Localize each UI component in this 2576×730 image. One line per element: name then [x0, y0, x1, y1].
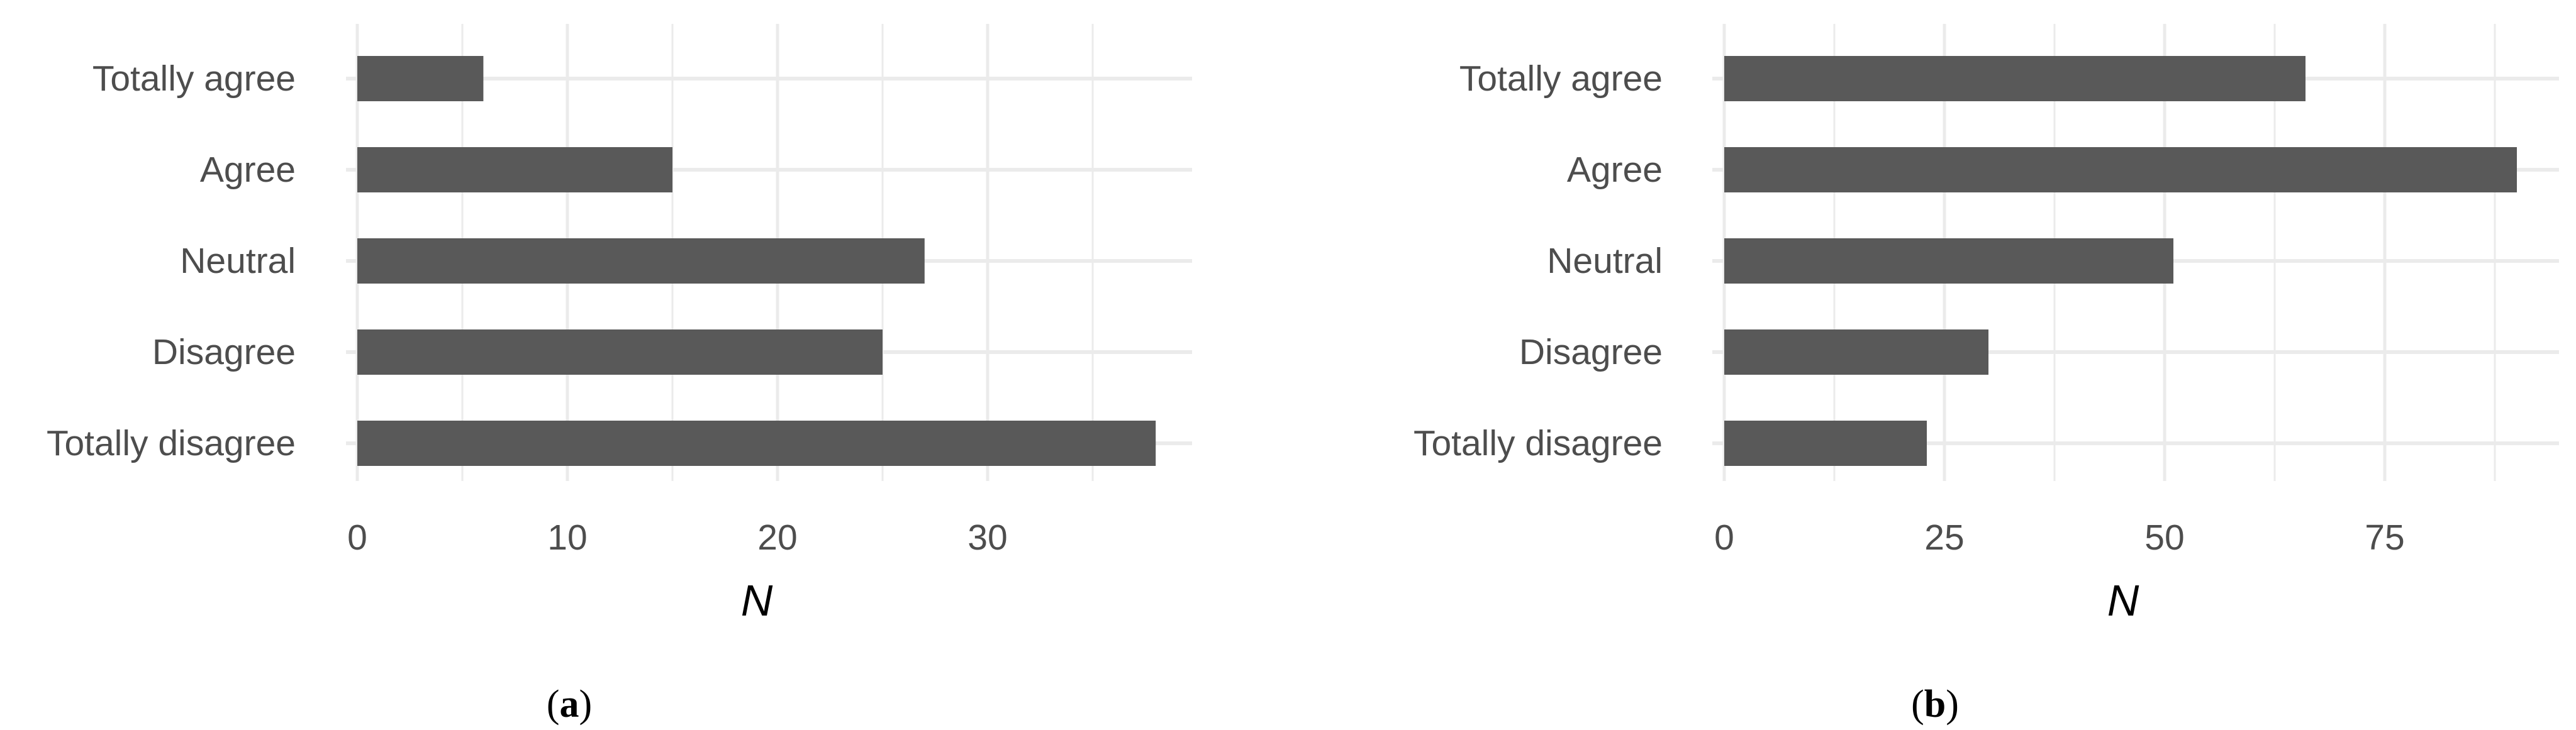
y-tick-label: Totally agree — [1459, 58, 1663, 99]
panel-label-letter: b — [1924, 683, 1946, 726]
y-tick-labels: Totally agree Agree Neutral Disagree Totally… — [47, 58, 296, 463]
x-tick-label: 25 — [1924, 517, 1964, 558]
panel-label: (b) — [1911, 683, 1959, 726]
y-tick-label: Totally disagree — [47, 423, 296, 463]
panel-label-letter: a — [560, 683, 579, 726]
bars — [1724, 56, 2517, 466]
panel-label-open: ( — [547, 683, 560, 726]
bar — [1724, 421, 1927, 466]
panel-label-close: ) — [579, 683, 593, 726]
x-tick-label: 50 — [2144, 517, 2184, 558]
bar — [357, 147, 672, 192]
bar — [357, 421, 1156, 466]
y-tick-label: Neutral — [180, 241, 296, 281]
bars — [357, 56, 1156, 466]
chart-panel-a: Totally agree Agree Neutral Disagree Totally… — [47, 24, 1192, 726]
x-tick-labels: 0 25 50 75 — [1714, 517, 2405, 558]
bar — [1724, 329, 1988, 375]
x-tick-label: 10 — [547, 517, 587, 558]
bar — [1724, 238, 2173, 284]
y-tick-label: Disagree — [152, 332, 296, 372]
bar — [357, 238, 925, 284]
x-tick-label: 75 — [2365, 517, 2404, 558]
panel-label-open: ( — [1911, 683, 1924, 726]
y-tick-label: Agree — [1567, 150, 1663, 190]
panel-label-close: ) — [1946, 683, 1959, 726]
y-tick-label: Neutral — [1547, 241, 1663, 281]
bar — [1724, 147, 2517, 192]
x-tick-label: 0 — [347, 517, 367, 558]
panel-label: (a) — [547, 683, 592, 726]
bar — [357, 329, 883, 375]
x-axis-title: N — [2107, 576, 2139, 625]
y-tick-label: Totally disagree — [1413, 423, 1663, 463]
y-tick-label: Disagree — [1519, 332, 1663, 372]
x-tick-labels: 0 10 20 30 — [347, 517, 1008, 558]
x-axis-title: N — [741, 576, 773, 625]
bar — [357, 56, 484, 101]
x-tick-label: 20 — [757, 517, 797, 558]
x-tick-label: 30 — [967, 517, 1007, 558]
y-tick-labels: Totally agree Agree Neutral Disagree Totally… — [1413, 58, 1663, 463]
y-tick-label: Totally agree — [92, 58, 296, 99]
x-tick-label: 0 — [1714, 517, 1734, 558]
y-tick-label: Agree — [200, 150, 296, 190]
bar — [1724, 56, 2306, 101]
chart-panel-b: Totally agree Agree Neutral Disagree Totally… — [1413, 24, 2559, 726]
